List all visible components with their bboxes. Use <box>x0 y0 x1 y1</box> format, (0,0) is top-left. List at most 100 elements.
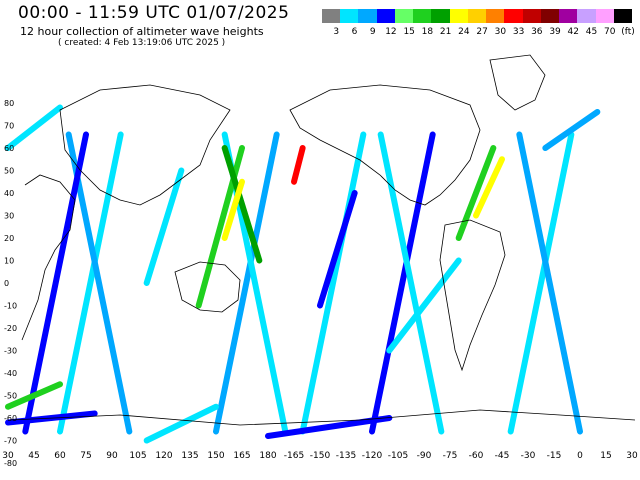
latitude-label: -80 <box>4 459 17 468</box>
longitude-label: 45 <box>28 451 39 461</box>
legend-label: 42 <box>567 27 580 37</box>
legend-label: 45 <box>585 27 598 37</box>
map-subtitle: 12 hour collection of altimeter wave hei… <box>20 25 264 38</box>
latitude-label: -50 <box>4 392 17 401</box>
longitude-label: 30 <box>626 451 638 461</box>
longitude-label: -150 <box>310 451 331 461</box>
legend-label: 3 <box>333 27 340 37</box>
longitude-label: -45 <box>495 451 510 461</box>
altimeter-track <box>221 178 245 241</box>
legend-swatch <box>559 9 578 23</box>
altimeter-track <box>299 131 367 435</box>
altimeter-track <box>143 403 219 444</box>
legend-swatch <box>504 9 523 23</box>
coastline-antarctica <box>9 409 636 426</box>
latitude-label: 50 <box>4 167 14 176</box>
latitude-label: -20 <box>4 324 17 333</box>
longitude-label: 75 <box>80 451 91 461</box>
legend-label: 24 <box>458 27 470 37</box>
longitude-label: -30 <box>521 451 536 461</box>
legend-swatch <box>376 9 395 23</box>
latitude-label: 20 <box>4 234 14 243</box>
altimeter-track <box>317 190 358 309</box>
legend-swatch <box>358 9 377 23</box>
legend-swatch <box>413 9 432 23</box>
legend-label: 27 <box>476 27 488 37</box>
longitude-label: 0 <box>577 451 583 461</box>
longitude-label: 60 <box>54 451 66 461</box>
legend-label: 30 <box>494 27 507 37</box>
coastline-asia <box>59 84 231 206</box>
legend-swatch <box>577 9 596 23</box>
altimeter-track <box>455 145 497 241</box>
longitude-label: 105 <box>129 451 146 461</box>
legend-swatch <box>467 9 487 23</box>
latitude-label: -40 <box>4 369 17 378</box>
longitude-label: -165 <box>284 451 304 461</box>
legend-swatch <box>340 9 359 23</box>
longitude-label: 165 <box>233 451 250 461</box>
longitude-label: -90 <box>417 451 432 461</box>
longitude-label: 120 <box>155 451 172 461</box>
longitude-label: -135 <box>336 451 356 461</box>
altimeter-track <box>22 131 89 435</box>
coastline-south-america <box>439 219 506 372</box>
legend-label: 36 <box>531 27 543 37</box>
coastline-north-america <box>289 84 481 206</box>
altimeter-track <box>213 131 280 435</box>
latitude-label: 70 <box>4 122 14 131</box>
latitude-label: -60 <box>4 414 17 423</box>
longitude-label: -105 <box>388 451 408 461</box>
longitude-label: -15 <box>547 451 562 461</box>
longitude-label: 150 <box>207 451 224 461</box>
legend-swatch <box>522 9 541 23</box>
altimeter-tracks <box>5 104 601 444</box>
legend-label: 12 <box>385 27 397 37</box>
latitude-label: 30 <box>4 212 14 221</box>
legend-label: 9 <box>369 27 376 37</box>
altimeter-track <box>369 131 436 435</box>
legend-label: 70 <box>604 27 616 37</box>
altimeter-track <box>143 167 185 286</box>
altimeter-track <box>5 104 63 151</box>
altimeter-track <box>221 145 263 264</box>
latitude-label: -30 <box>4 347 17 356</box>
legend-swatch <box>431 9 450 23</box>
altimeter-track <box>195 145 245 309</box>
altimeter-track <box>265 415 393 439</box>
color-legend <box>322 9 632 23</box>
legend-label: 39 <box>549 27 561 37</box>
longitude-label: 135 <box>181 451 198 461</box>
longitude-label: -75 <box>443 451 458 461</box>
altimeter-track <box>542 109 601 151</box>
longitude-label: 15 <box>600 451 611 461</box>
altimeter-track <box>377 131 445 435</box>
longitude-label: 180 <box>259 451 276 461</box>
altimeter-track <box>516 131 583 435</box>
coastlines <box>9 54 636 426</box>
coastline-greenland <box>489 54 546 111</box>
altimeter-track <box>5 381 63 410</box>
legend-swatch <box>486 9 505 23</box>
legend-swatch <box>449 9 468 23</box>
legend-label: 21 <box>439 27 452 37</box>
legend-label: 6 <box>351 27 358 37</box>
latitude-label: -70 <box>4 437 17 446</box>
latitude-label: 0 <box>4 279 9 288</box>
longitude-labels: 30 45 60 75 90 105 120 135 150 165 180 -165 -150 -135… <box>2 451 638 461</box>
longitude-label: -60 <box>469 451 484 461</box>
longitude-label: 90 <box>106 451 118 461</box>
coastline-australia <box>174 261 241 313</box>
legend-swatch <box>322 9 341 23</box>
latitude-label: 10 <box>4 257 14 266</box>
legend-label: 33 <box>512 27 525 37</box>
latitude-label: 40 <box>4 189 14 198</box>
coastline-africa <box>21 174 76 341</box>
legend-labels: 3 6 9 12 15 18 21 24 27 30 33 36 39 42 45 70 (ft) <box>322 27 640 39</box>
legend-label: 18 <box>421 27 434 37</box>
latitude-label: 80 <box>4 99 14 108</box>
legend-swatch <box>540 9 560 23</box>
legend-swatch <box>394 9 414 23</box>
created-timestamp: ( created: 4 Feb 13:19:06 UTC 2025 ) <box>58 38 226 48</box>
